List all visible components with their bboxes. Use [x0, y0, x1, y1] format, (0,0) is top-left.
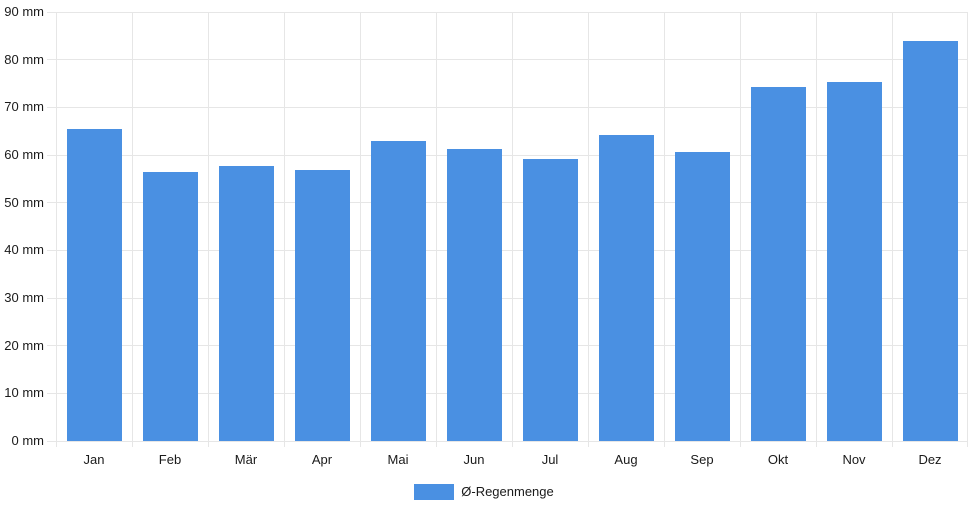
bar-jul[interactable] — [522, 159, 578, 441]
bar-sep[interactable] — [674, 152, 730, 441]
gridline-y-50 — [47, 202, 968, 204]
x-axis-tick — [55, 441, 57, 447]
bar-feb[interactable] — [142, 172, 198, 441]
y-axis-tick-label: 0 mm — [11, 433, 45, 448]
x-axis-tick-label: Jan — [83, 452, 105, 467]
x-axis-tick-label: Feb — [158, 452, 182, 467]
gridline-x-boundary — [739, 12, 741, 441]
x-axis-tick — [359, 441, 361, 447]
gridline-y-30 — [47, 297, 968, 299]
x-axis-tick-label: Jun — [463, 452, 485, 467]
legend-color-swatch — [414, 484, 455, 500]
bar-jan[interactable] — [66, 128, 122, 441]
y-axis-tick-label: 80 mm — [4, 51, 44, 67]
x-axis-tick — [283, 441, 285, 447]
x-axis-tick — [511, 441, 513, 447]
y-axis-tick-label: 20 mm — [4, 337, 44, 353]
y-axis-tick-label: 30 mm — [4, 290, 44, 305]
y-axis-tick-label: 70 mm — [4, 99, 44, 115]
gridline-y-70 — [47, 106, 968, 108]
x-axis-tick-label: Aug — [614, 452, 638, 467]
x-axis-tick — [207, 441, 209, 447]
x-axis-tick — [815, 441, 817, 447]
x-axis-tick — [891, 441, 893, 447]
y-axis-tick-label: 50 mm — [4, 194, 44, 210]
x-axis-tick — [435, 441, 437, 447]
gridline-y-60 — [47, 154, 968, 156]
gridline-y-80 — [47, 59, 968, 61]
gridline-x-boundary — [207, 12, 209, 441]
gridline-x-boundary — [587, 12, 589, 441]
x-axis-tick-label: Jul — [541, 452, 559, 467]
bar-aug[interactable] — [598, 134, 654, 441]
gridline-y-10 — [47, 392, 968, 394]
x-axis-tick-label: Mai — [387, 452, 409, 467]
bar-mai[interactable] — [370, 141, 426, 441]
gridline-x-boundary — [815, 12, 817, 441]
y-axis-tick-label: 10 mm — [4, 385, 44, 401]
x-axis-tick — [131, 441, 133, 447]
gridline-x-boundary — [55, 12, 57, 441]
y-axis-tick-label: 60 mm — [4, 147, 44, 162]
y-axis-tick-label: 90 mm — [4, 4, 44, 19]
gridline-x-boundary — [891, 12, 893, 441]
gridline-x-boundary — [511, 12, 513, 441]
gridline-x-boundary — [359, 12, 361, 441]
x-axis-tick — [739, 441, 741, 447]
gridline-y-20 — [47, 345, 968, 347]
bar-jun[interactable] — [446, 149, 502, 441]
x-axis-tick — [663, 441, 665, 447]
x-axis-tick-label: Dez — [918, 452, 942, 467]
bar-okt[interactable] — [750, 87, 806, 441]
gridline-x-boundary — [283, 12, 285, 441]
legend-item-regenmenge[interactable]: Ø-Regenmenge — [0, 482, 968, 502]
legend-label: Ø-Regenmenge — [461, 484, 554, 499]
gridline-y-40 — [47, 249, 968, 251]
x-axis-tick-label: Sep — [690, 452, 714, 467]
x-axis-tick-label: Mär — [234, 452, 258, 467]
x-axis-tick-label: Apr — [311, 452, 333, 467]
gridline-x-boundary — [435, 12, 437, 441]
gridline-y-0 — [47, 440, 968, 442]
gridline-x-boundary — [131, 12, 133, 441]
gridline-y-90 — [47, 11, 968, 13]
bar-dez[interactable] — [902, 40, 958, 441]
x-axis-tick — [966, 441, 968, 447]
x-axis-tick-label: Nov — [842, 452, 866, 467]
x-axis-tick — [587, 441, 589, 447]
bar-mär[interactable] — [218, 166, 274, 441]
gridline-x-boundary — [966, 12, 968, 441]
gridline-x-boundary — [663, 12, 665, 441]
x-axis-tick-label: Okt — [767, 452, 789, 467]
bar-apr[interactable] — [294, 170, 350, 441]
bar-nov[interactable] — [826, 81, 882, 441]
y-axis-tick-label: 40 mm — [4, 242, 44, 258]
